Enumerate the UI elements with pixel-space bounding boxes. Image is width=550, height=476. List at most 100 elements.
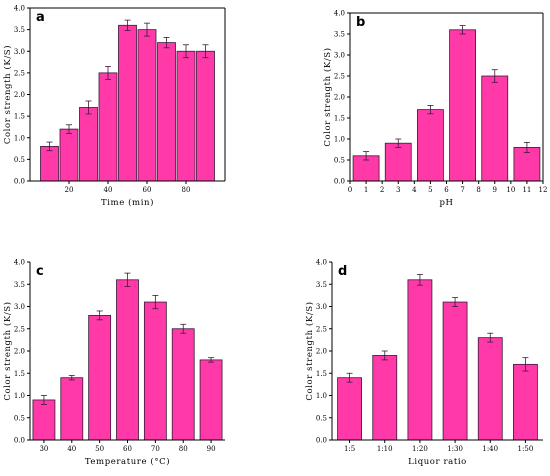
panel-c: 0.0 0.5 1.0 1.5 2.0 2.5 3.0 3.5 4.0 30 40 50 60 70 80 9… [2,259,225,467]
x-tick-label: 1 [364,186,368,194]
bar [98,72,118,182]
y-tick-label: 0.0 [334,178,345,186]
y-tick-label: 0.5 [14,414,25,422]
x-tick-label: 9 [493,186,497,194]
y-tick-label: 3.5 [14,26,25,34]
y-tick-label: 1.0 [316,392,327,400]
x-tick-label: 2 [380,186,384,194]
x-tick-label: 1:10 [377,445,393,453]
y-tick-label: 1.5 [316,370,327,378]
panel-letter: a [36,10,45,25]
x-tick-label: 1:20 [412,445,428,453]
y-axis-title: Color strength (K/S) [322,47,333,146]
y-tick-label: 4.0 [14,5,25,13]
y-tick-label: 1.0 [14,134,25,142]
bar [88,314,112,441]
x-tick-label: 8 [476,186,480,194]
x-tick-label: 11 [522,186,531,194]
y-tick-label: 3.5 [334,31,345,39]
y-axis-title: Color strength (K/S) [304,301,315,400]
y-tick-label: 2.0 [334,94,345,102]
x-tick-label: 10 [506,186,515,194]
y-tick-label: 4.0 [334,10,345,18]
y-tick-label: 2.5 [14,325,25,333]
bar [407,279,433,441]
y-tick-label: 2.5 [14,69,25,77]
y-tick-label: 0.5 [316,414,327,422]
y-tick-label: 4.0 [316,259,327,267]
x-tick-label: 0 [348,186,352,194]
bar [143,301,167,441]
x-tick-label: 40 [104,186,113,194]
bar [337,377,362,441]
bar [513,146,541,182]
x-tick-label: 20 [65,186,74,194]
y-tick-label: 2.0 [316,348,327,356]
bar [79,107,98,182]
y-tick-label: 2.5 [334,73,345,81]
bar [384,142,412,182]
x-tick-label: 12 [539,186,548,194]
bar [477,337,503,441]
bar [513,363,538,441]
x-tick-label: 60 [143,186,152,194]
bar [118,24,137,182]
y-tick-label: 0.5 [14,156,25,164]
y-tick-label: 0.0 [14,178,25,186]
x-tick-label: 1:5 [344,445,355,453]
x-tick-label: 5 [428,186,432,194]
bar [176,50,196,182]
bar [32,399,56,441]
bar [60,377,84,441]
y-tick-label: 0.0 [14,437,25,445]
y-tick-label: 1.5 [334,115,345,123]
x-tick-label: 1:40 [482,445,498,453]
y-tick-label: 3.0 [14,48,25,56]
bar [372,355,398,441]
x-tick-label: 6 [444,186,449,194]
x-tick-label: 7 [460,186,464,194]
x-tick-label: 1:50 [518,445,534,453]
y-tick-label: 0.5 [334,157,345,165]
x-tick-label: 70 [151,445,160,453]
bar [171,328,195,441]
y-tick-label: 1.0 [14,392,25,400]
bar [59,128,79,182]
y-tick-label: 3.0 [316,303,327,311]
x-tick-label: 3 [396,186,400,194]
y-tick-label: 1.0 [334,136,345,144]
bar [116,279,139,441]
panel-letter: c [36,264,44,279]
bar [442,301,468,441]
panel-b: 0.00.51.01.52.02.53.03.54.00 1 2 3 4 5 6 7 8 9 10 1… [322,10,547,209]
x-tick-label: 90 [207,445,216,453]
panel-letter: b [356,15,365,30]
x-tick-label: 80 [179,445,188,453]
bar [196,50,215,182]
y-tick-label: 1.5 [14,113,25,121]
bar [157,42,176,182]
y-axis-title: Color strength (K/S) [2,45,13,144]
panel-d: 0.0 0.5 1.0 1.5 2.0 2.5 3.0 3.5 4.0 1:5 1:10 1:20 1:… [304,259,543,467]
y-tick-label: 3.0 [334,52,345,60]
x-tick-label: 80 [182,186,191,194]
y-tick-label: 2.5 [316,325,327,333]
x-axis-title: Time (min) [101,197,154,208]
x-axis-title: Temperature (°C) [85,456,170,467]
bar [481,75,509,182]
bar [417,109,444,182]
x-axis-title: pH [439,198,453,208]
x-tick-label: 50 [95,445,104,453]
y-tick-label: 4.0 [14,259,25,267]
x-tick-label: 4 [412,186,417,194]
bar [199,359,223,441]
y-tick-label: 3.5 [316,281,327,289]
panel-a: 0.0 0.5 1.0 1.5 2.0 2.5 3.0 3.5 4.0 20 40 60 80 Time … [2,5,226,208]
y-tick-label: 1.5 [14,370,25,378]
y-tick-label: 2.0 [14,348,25,356]
x-tick-label: 60 [123,445,132,453]
y-axis-title: Color strength (K/S) [2,301,13,400]
y-tick-label: 2.0 [14,91,25,99]
x-tick-label: 30 [39,445,48,453]
